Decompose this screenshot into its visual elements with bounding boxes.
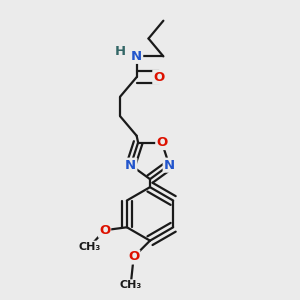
Text: O: O	[153, 71, 164, 84]
Text: O: O	[99, 224, 110, 237]
Text: N: N	[164, 159, 175, 172]
Text: H: H	[115, 45, 126, 58]
Text: CH₃: CH₃	[120, 280, 142, 290]
Text: O: O	[156, 136, 167, 149]
Text: O: O	[128, 250, 139, 263]
Text: N: N	[125, 159, 136, 172]
Text: N: N	[131, 50, 142, 63]
Text: CH₃: CH₃	[79, 242, 101, 252]
